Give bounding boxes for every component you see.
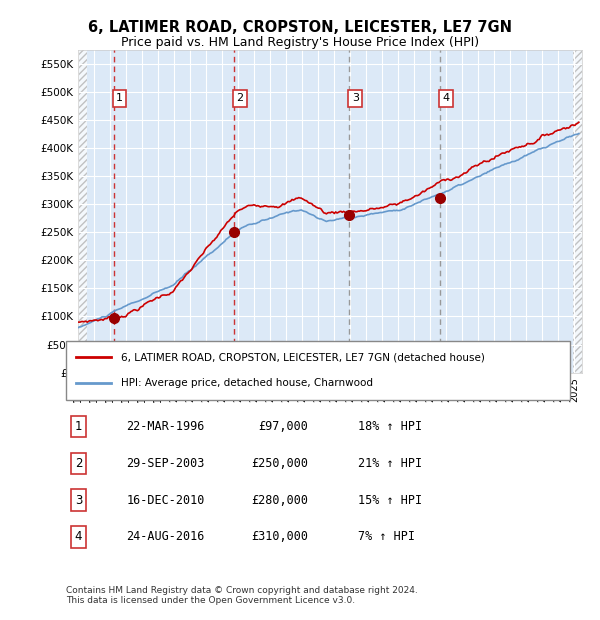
Text: 7% ↑ HPI: 7% ↑ HPI [358, 531, 415, 543]
Text: 1: 1 [75, 420, 82, 433]
Text: £310,000: £310,000 [251, 531, 308, 543]
Text: 3: 3 [352, 93, 359, 104]
Text: 6, LATIMER ROAD, CROPSTON, LEICESTER, LE7 7GN (detached house): 6, LATIMER ROAD, CROPSTON, LEICESTER, LE… [121, 353, 485, 363]
Text: HPI: Average price, detached house, Charnwood: HPI: Average price, detached house, Char… [121, 378, 373, 388]
Text: Contains HM Land Registry data © Crown copyright and database right 2024.
This d: Contains HM Land Registry data © Crown c… [66, 586, 418, 605]
Text: 2: 2 [75, 457, 82, 470]
Text: 22-MAR-1996: 22-MAR-1996 [127, 420, 205, 433]
Text: Price paid vs. HM Land Registry's House Price Index (HPI): Price paid vs. HM Land Registry's House … [121, 36, 479, 48]
FancyBboxPatch shape [66, 341, 570, 400]
Bar [573, 50, 582, 373]
Text: 15% ↑ HPI: 15% ↑ HPI [358, 494, 422, 507]
Text: 4: 4 [75, 531, 82, 543]
Text: £97,000: £97,000 [258, 420, 308, 433]
Text: 6, LATIMER ROAD, CROPSTON, LEICESTER, LE7 7GN: 6, LATIMER ROAD, CROPSTON, LEICESTER, LE… [88, 20, 512, 35]
Text: 2: 2 [236, 93, 244, 104]
Text: 4: 4 [443, 93, 450, 104]
Text: 16-DEC-2010: 16-DEC-2010 [127, 494, 205, 507]
Text: 18% ↑ HPI: 18% ↑ HPI [358, 420, 422, 433]
Text: 1: 1 [116, 93, 123, 104]
Text: 29-SEP-2003: 29-SEP-2003 [127, 457, 205, 470]
Text: £280,000: £280,000 [251, 494, 308, 507]
Bar [78, 50, 87, 373]
Text: 3: 3 [75, 494, 82, 507]
Text: 24-AUG-2016: 24-AUG-2016 [127, 531, 205, 543]
Text: £250,000: £250,000 [251, 457, 308, 470]
Text: 21% ↑ HPI: 21% ↑ HPI [358, 457, 422, 470]
